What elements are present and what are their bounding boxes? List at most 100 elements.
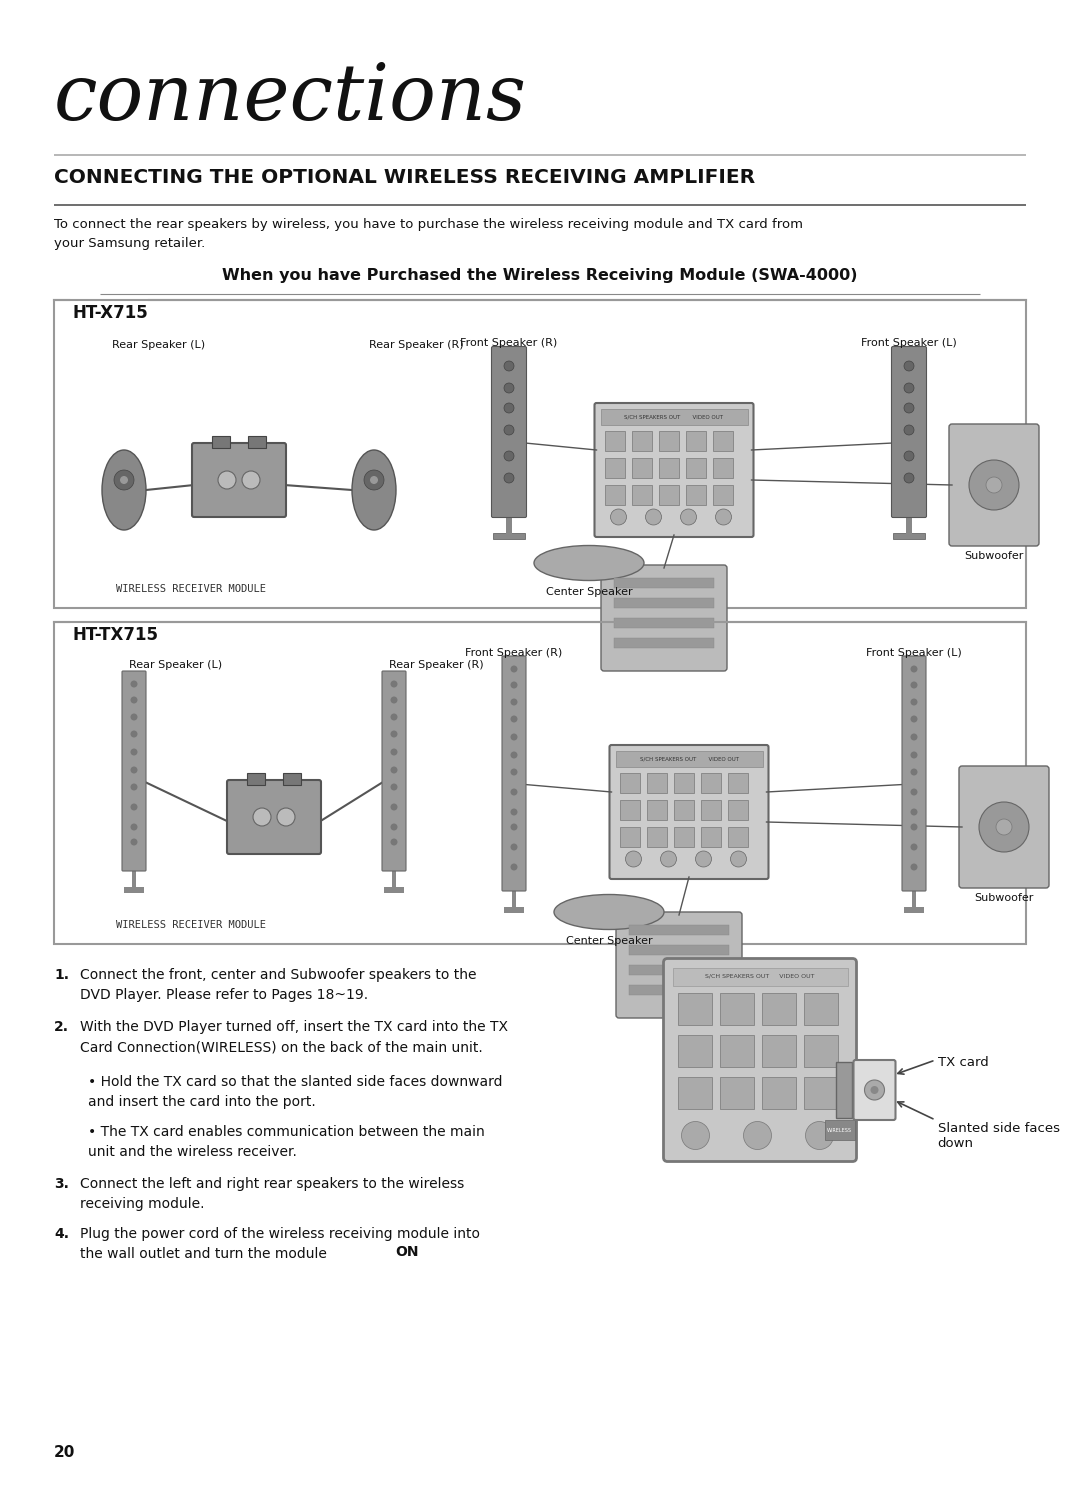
Text: Front Speaker (R): Front Speaker (R) [465, 648, 563, 658]
Bar [677, 992, 712, 1025]
Circle shape [391, 697, 397, 704]
Bar [673, 967, 848, 986]
Bar [912, 891, 916, 910]
Text: Front Speaker (R): Front Speaker (R) [460, 339, 557, 348]
Bar [54, 622, 1026, 944]
Circle shape [743, 1122, 771, 1149]
Circle shape [910, 665, 918, 673]
FancyBboxPatch shape [227, 780, 321, 853]
Bar [629, 925, 729, 935]
Circle shape [242, 471, 260, 489]
Circle shape [391, 680, 397, 688]
Bar [283, 773, 301, 785]
Circle shape [131, 767, 137, 773]
Text: Front Speaker (L): Front Speaker (L) [861, 339, 957, 348]
Bar [893, 533, 924, 539]
Circle shape [870, 1086, 878, 1094]
Bar [647, 827, 666, 847]
Bar [615, 577, 714, 588]
Bar [761, 1077, 796, 1109]
Circle shape [610, 509, 626, 525]
Bar [686, 431, 705, 451]
Bar [719, 1034, 754, 1067]
Text: Connect the front, center and Subwoofer speakers to the
DVD Player. Please refer: Connect the front, center and Subwoofer … [80, 968, 476, 1003]
Ellipse shape [554, 895, 664, 930]
Text: Center Speaker: Center Speaker [566, 935, 652, 946]
FancyBboxPatch shape [891, 346, 927, 518]
Bar [629, 965, 729, 974]
Bar [392, 870, 396, 891]
Ellipse shape [534, 546, 644, 580]
Text: S/CH SPEAKERS OUT     VIDEO OUT: S/CH SPEAKERS OUT VIDEO OUT [705, 974, 814, 979]
Bar [247, 773, 265, 785]
Circle shape [511, 665, 517, 673]
Bar [728, 800, 747, 821]
Circle shape [715, 509, 731, 525]
Circle shape [904, 361, 914, 372]
Bar [674, 800, 693, 821]
Bar [904, 907, 924, 913]
Bar [701, 800, 720, 821]
Circle shape [696, 850, 712, 867]
Text: connections: connections [54, 60, 527, 136]
Bar [124, 888, 144, 894]
Circle shape [391, 839, 397, 846]
Bar [632, 458, 651, 477]
Bar [686, 458, 705, 477]
Text: Front Speaker (L): Front Speaker (L) [866, 648, 962, 658]
Circle shape [511, 682, 517, 688]
Bar [719, 992, 754, 1025]
FancyBboxPatch shape [902, 656, 926, 891]
FancyBboxPatch shape [949, 424, 1039, 546]
Text: Connect the left and right rear speakers to the wireless
receiving module.: Connect the left and right rear speakers… [80, 1177, 464, 1212]
Bar [677, 1077, 712, 1109]
Text: Rear Speaker (R): Rear Speaker (R) [389, 659, 484, 670]
Bar [677, 1034, 712, 1067]
Circle shape [391, 767, 397, 773]
Circle shape [504, 383, 514, 392]
Circle shape [131, 680, 137, 688]
Bar [632, 431, 651, 451]
Circle shape [391, 804, 397, 810]
Text: HT-X715: HT-X715 [72, 304, 148, 322]
Bar [632, 485, 651, 504]
Circle shape [806, 1122, 834, 1149]
Circle shape [904, 425, 914, 436]
Bar [674, 773, 693, 794]
Bar [620, 773, 639, 794]
Circle shape [904, 383, 914, 392]
Circle shape [910, 716, 918, 722]
Ellipse shape [102, 451, 146, 530]
Circle shape [511, 809, 517, 816]
Circle shape [131, 697, 137, 704]
Circle shape [391, 731, 397, 737]
Circle shape [511, 716, 517, 722]
Circle shape [114, 470, 134, 489]
Bar [507, 516, 512, 536]
Circle shape [391, 783, 397, 791]
Bar [605, 431, 624, 451]
Circle shape [504, 473, 514, 483]
Circle shape [680, 509, 697, 525]
Text: 4.: 4. [54, 1226, 69, 1241]
Bar [512, 891, 516, 910]
Text: S/CH SPEAKERS OUT       VIDEO OUT: S/CH SPEAKERS OUT VIDEO OUT [624, 415, 724, 419]
Text: WIRELESS RECEIVER MODULE: WIRELESS RECEIVER MODULE [116, 583, 266, 594]
Bar [492, 533, 525, 539]
Bar [600, 409, 747, 425]
Circle shape [910, 768, 918, 776]
Circle shape [910, 682, 918, 688]
Circle shape [904, 473, 914, 483]
Circle shape [391, 824, 397, 831]
FancyBboxPatch shape [600, 565, 727, 671]
Bar [620, 800, 639, 821]
Circle shape [910, 788, 918, 795]
Circle shape [218, 471, 237, 489]
Circle shape [730, 850, 746, 867]
FancyBboxPatch shape [853, 1059, 895, 1120]
Circle shape [131, 783, 137, 791]
Bar [647, 773, 666, 794]
Bar [659, 431, 678, 451]
Circle shape [131, 824, 137, 831]
Circle shape [131, 804, 137, 810]
